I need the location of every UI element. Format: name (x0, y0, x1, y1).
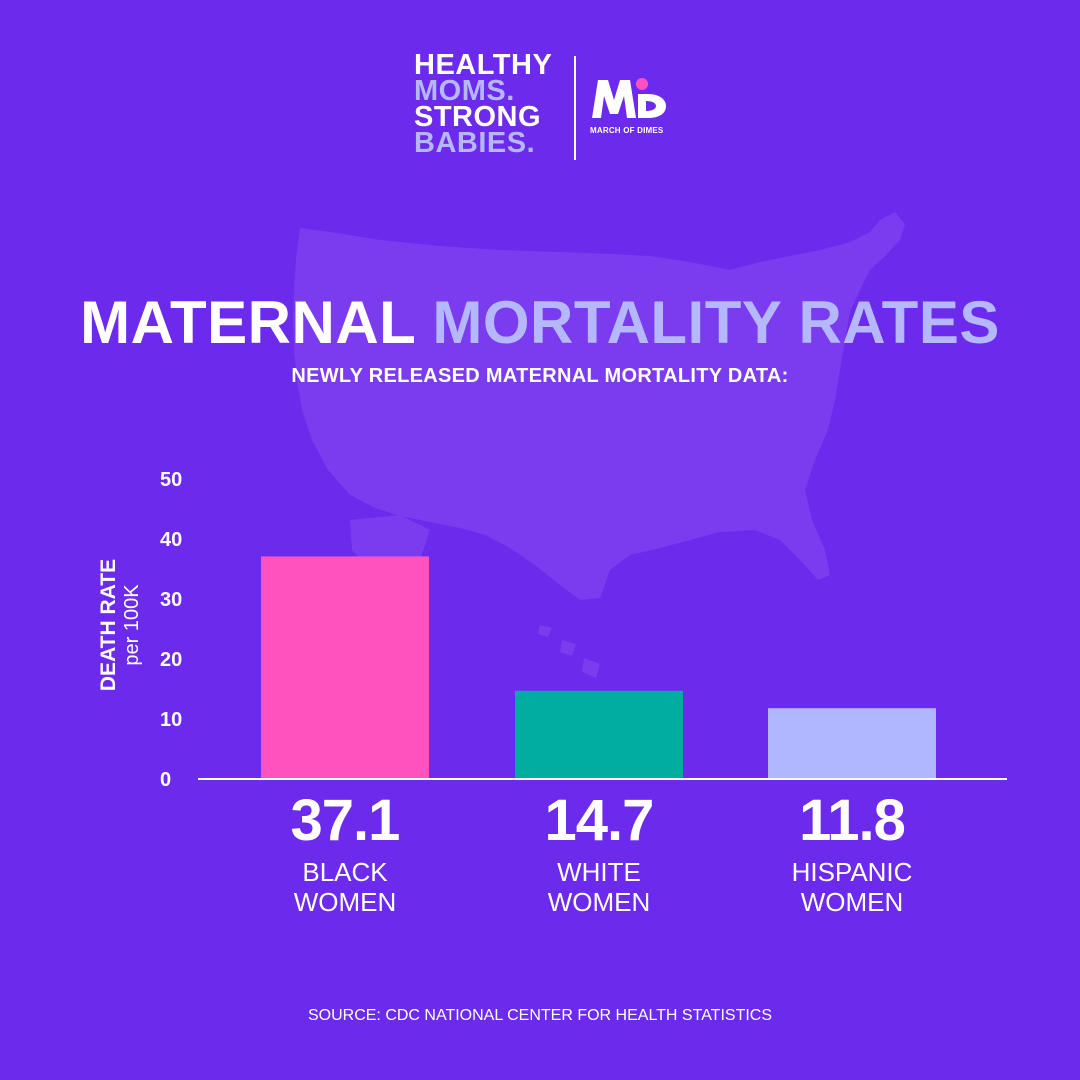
bar-value-label: 37.1 (291, 788, 400, 853)
us-map-shape (293, 212, 905, 600)
campaign-tagline: HEALTHY MOMS. STRONG BABIES. (414, 49, 553, 159)
category-label-line-2: WOMEN (801, 887, 904, 917)
y-tick-label: 0 (160, 769, 171, 791)
bar (515, 690, 683, 779)
bar-value-label: 11.8 (799, 788, 905, 853)
logo-lockup: HEALTHY MOMS. STRONG BABIES. MARCH OF DI… (414, 49, 674, 162)
march-of-dimes-logo-icon (592, 78, 666, 118)
bar (261, 556, 429, 779)
logo-divider (574, 56, 576, 160)
title-part-1: MATERNAL (80, 289, 416, 356)
org-name: MARCH OF DIMES (590, 126, 664, 135)
category-label-line-2: WOMEN (294, 887, 397, 917)
y-tick-label: 40 (160, 529, 182, 551)
category-label-line-2: WOMEN (548, 887, 651, 917)
source-note: SOURCE: CDC NATIONAL CENTER FOR HEALTH S… (307, 1007, 773, 1024)
y-tick-label: 50 (160, 469, 182, 491)
tagline-line-1: HEALTHY (414, 49, 553, 81)
bar (768, 708, 936, 779)
chart-title: MATERNAL MORTALITY RATES (0, 288, 1080, 357)
bar-value-label: 14.7 (545, 788, 654, 853)
y-tick-label: 10 (160, 709, 182, 731)
tagline-line-4: BABIES. (414, 127, 536, 159)
title-part-2: MORTALITY RATES (432, 289, 1000, 356)
chart-subtitle: NEWLY RELEASED MATERNAL MORTALITY DATA: (291, 365, 789, 387)
category-label-line-1: WHITE (557, 857, 641, 887)
y-tick-label: 30 (160, 589, 182, 611)
hawaii-shape (538, 625, 600, 678)
tagline-line-2: MOMS. (414, 75, 515, 107)
tagline-line-3: STRONG (414, 101, 542, 133)
category-label-line-1: BLACK (302, 857, 388, 887)
y-tick-label: 20 (160, 649, 182, 671)
category-label-line-1: HISPANIC (792, 857, 913, 887)
